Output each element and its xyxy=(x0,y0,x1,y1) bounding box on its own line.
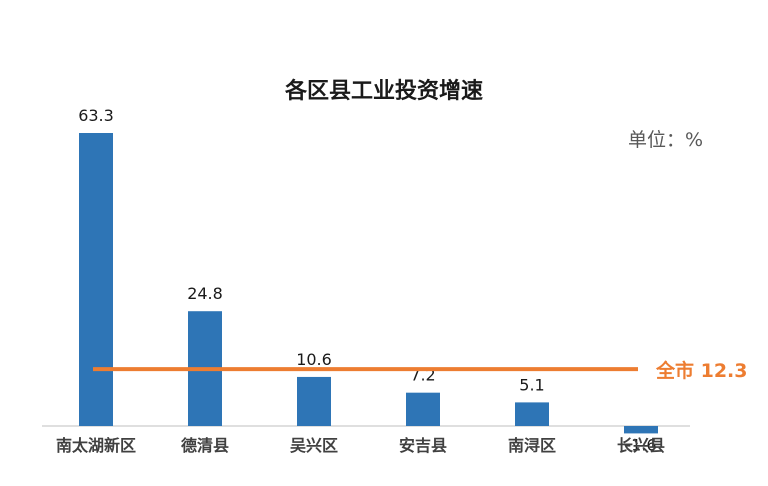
bar-4 xyxy=(406,392,440,426)
value-label-1: 63.3 xyxy=(78,106,114,125)
value-label-6: -1.6 xyxy=(625,435,656,454)
category-label-5: 南浔区 xyxy=(508,436,556,455)
bar-6 xyxy=(624,426,658,434)
value-labels-group: 63.324.810.67.25.1-1.6 xyxy=(78,106,656,454)
category-label-4: 安吉县 xyxy=(399,436,447,455)
category-label-2: 德清县 xyxy=(181,436,229,455)
category-labels-group: 南太湖新区 德清县 吴兴区 安吉县 南浔区 长兴县 xyxy=(56,436,665,455)
chart-title: 各区县工业投资增速 xyxy=(284,78,483,104)
category-label-1: 南太湖新区 xyxy=(56,436,136,455)
bars-group xyxy=(79,133,658,434)
reference-line-label: 全市 12.3 xyxy=(655,359,748,382)
category-label-3: 吴兴区 xyxy=(290,436,338,455)
bar-1 xyxy=(79,133,113,426)
category-label-6: 长兴县 xyxy=(617,436,665,455)
value-label-3: 10.6 xyxy=(296,350,332,369)
bar-3 xyxy=(297,376,331,426)
unit-label: 单位：% xyxy=(628,129,703,151)
value-label-2: 24.8 xyxy=(187,284,223,303)
bar-5 xyxy=(515,402,549,426)
value-label-5: 5.1 xyxy=(519,375,544,394)
